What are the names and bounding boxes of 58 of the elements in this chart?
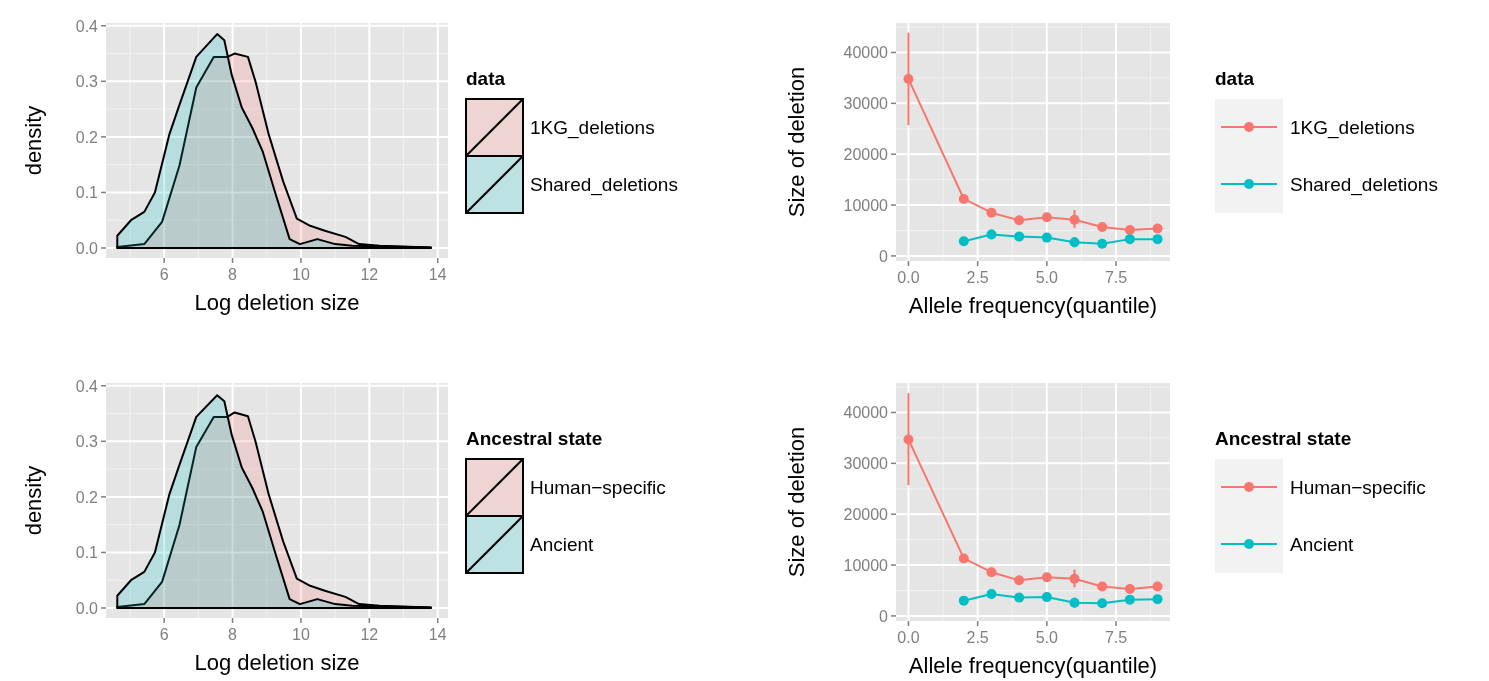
- y-tick-label: 0.3: [75, 433, 99, 451]
- legend-title: Ancestral state: [466, 428, 603, 449]
- x-tick-label: 12: [360, 266, 379, 283]
- y-tick-label: 0.3: [75, 73, 99, 91]
- y-tick-label: 0.0: [75, 240, 99, 257]
- x-tick-label: 12: [360, 626, 379, 643]
- legend-title: data: [466, 68, 506, 89]
- y-axis-title: Size of deletion: [784, 66, 809, 218]
- text: Human−specific: [530, 477, 666, 498]
- y-tick-label: 20000: [843, 506, 889, 524]
- x-tick-label: 0.0: [897, 269, 920, 286]
- x-tick-label: 2.5: [966, 629, 989, 646]
- y-tick-label: 0: [879, 607, 889, 625]
- y-axis-title: density: [21, 105, 46, 176]
- x-tick-label: 7.5: [1104, 629, 1128, 646]
- legend-label: 1KG_deletions: [1290, 117, 1415, 139]
- y-tick-label: 0.1: [75, 544, 99, 562]
- y-tick-label: 0.4: [75, 377, 99, 395]
- legend-label: Human−specific: [1290, 477, 1426, 498]
- y-axis-title: Size of deletion: [784, 426, 809, 578]
- y-tick-label: 10000: [843, 557, 889, 575]
- x-tick-label: 0.0: [897, 629, 920, 646]
- x-tick-label: 10: [292, 266, 310, 283]
- x-axis-title: Allele frequency(quantile): [908, 293, 1158, 318]
- x-tick-label: 8: [228, 626, 238, 643]
- text: Ancient: [530, 534, 595, 555]
- legend-label: Ancient: [1290, 534, 1355, 555]
- x-tick-label: 8: [228, 266, 238, 283]
- x-tick-label: 14: [428, 266, 447, 283]
- y-tick-label: 0.0: [75, 600, 99, 617]
- x-tick-label: 5.0: [1035, 629, 1059, 646]
- x-axis-title: Log deletion size: [194, 290, 360, 315]
- x-tick-label: 6: [159, 626, 169, 643]
- y-axis-title: density: [21, 465, 46, 536]
- y-tick-label: 0.2: [75, 488, 99, 506]
- x-tick-label: 6: [159, 266, 169, 283]
- x-tick-label: 14: [428, 626, 447, 643]
- x-tick-label: 5.0: [1035, 269, 1059, 286]
- y-tick-label: 20000: [843, 146, 889, 164]
- legend-title: data: [1215, 68, 1255, 89]
- y-tick-label: 30000: [843, 455, 889, 473]
- x-tick-label: 7.5: [1104, 269, 1128, 286]
- x-tick-label: 10: [292, 626, 310, 643]
- x-axis-title: Allele frequency(quantile): [908, 653, 1158, 678]
- y-tick-label: 40000: [843, 404, 889, 422]
- x-axis-title: Log deletion size: [194, 650, 360, 675]
- x-tick-label: 2.5: [966, 269, 989, 286]
- y-tick-label: 0.4: [75, 17, 99, 35]
- text: 1KG_deletions: [530, 117, 655, 139]
- text: Shared_deletions: [530, 174, 678, 196]
- y-tick-label: 0.2: [75, 128, 99, 146]
- y-tick-label: 0: [879, 247, 889, 265]
- legend-title: Ancestral state: [1215, 428, 1352, 449]
- y-tick-label: 10000: [843, 197, 889, 215]
- legend-label: Shared_deletions: [1290, 174, 1438, 196]
- y-tick-label: 30000: [843, 95, 889, 113]
- y-tick-label: 40000: [843, 44, 889, 62]
- y-tick-label: 0.1: [75, 184, 99, 202]
